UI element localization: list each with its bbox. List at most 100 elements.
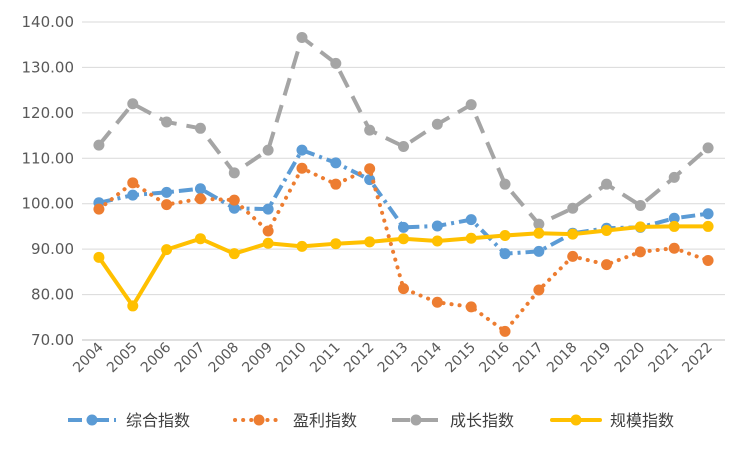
- y-axis: 70.00 80.00 90.00 100.00 110.00 120.00 130.00 1…: [22, 13, 75, 349]
- data-point: [93, 251, 105, 263]
- data-point: [194, 122, 206, 134]
- data-point: [161, 186, 173, 198]
- data-point: [364, 236, 376, 248]
- data-point: [634, 246, 646, 258]
- data-point: [465, 301, 477, 313]
- legend-marker: [253, 414, 265, 426]
- data-point: [634, 221, 646, 233]
- legend-label: 盈利指数: [293, 411, 357, 430]
- data-point: [398, 140, 409, 152]
- data-point: [262, 144, 274, 156]
- data-point: [296, 162, 308, 174]
- gridlines: [82, 21, 725, 341]
- data-point: [398, 283, 409, 295]
- x-tick-label: 2019: [578, 340, 615, 377]
- series-4: [93, 220, 714, 312]
- data-point: [127, 177, 139, 189]
- legend-entry: 盈利指数: [233, 411, 357, 430]
- data-point: [194, 233, 206, 245]
- y-tick-label: 80.00: [31, 286, 74, 304]
- legend-entry: 成长指数: [392, 411, 514, 430]
- data-point: [601, 259, 613, 271]
- y-tick-label: 120.00: [22, 104, 75, 122]
- x-tick-label: 2018: [544, 340, 581, 377]
- x-tick-label: 2011: [307, 340, 344, 377]
- data-point: [668, 171, 680, 183]
- data-point: [228, 167, 240, 179]
- legend-marker: [570, 414, 582, 426]
- data-point: [127, 300, 139, 312]
- data-point: [465, 232, 477, 244]
- legend-label: 成长指数: [450, 411, 514, 430]
- y-tick-label: 100.00: [22, 195, 75, 213]
- data-point: [93, 139, 105, 151]
- data-point: [702, 208, 714, 220]
- data-point: [499, 230, 511, 242]
- data-point: [296, 31, 308, 43]
- legend-label: 规模指数: [610, 411, 674, 430]
- data-point: [668, 242, 680, 254]
- legend-label: 综合指数: [126, 411, 190, 430]
- data-point: [262, 203, 274, 215]
- x-tick-label: 2009: [239, 340, 276, 377]
- data-point: [330, 238, 342, 250]
- x-tick-label: 2006: [138, 339, 175, 376]
- y-tick-label: 90.00: [31, 240, 74, 258]
- x-axis: 2004200520062007200820092010201120122013…: [70, 339, 725, 376]
- legend-entry: 规模指数: [550, 411, 674, 430]
- y-tick-label: 140.00: [22, 13, 75, 31]
- data-point: [702, 142, 714, 154]
- data-point: [702, 255, 714, 266]
- x-tick-label: 2004: [70, 339, 107, 376]
- x-tick-label: 2008: [206, 340, 243, 377]
- data-point: [262, 225, 274, 237]
- data-point: [93, 203, 105, 215]
- data-point: [499, 178, 511, 190]
- series-group: [93, 31, 714, 337]
- x-tick-label: 2007: [172, 340, 209, 377]
- data-point: [601, 178, 613, 190]
- legend-marker: [86, 414, 98, 426]
- legend-entry: 综合指数: [68, 411, 190, 430]
- data-point: [465, 214, 477, 226]
- legend-marker: [410, 414, 422, 426]
- data-point: [499, 325, 511, 337]
- data-point: [161, 244, 173, 256]
- x-tick-label: 2017: [510, 340, 547, 377]
- x-tick-label: 2013: [375, 340, 412, 377]
- data-point: [668, 212, 680, 224]
- data-point: [228, 194, 240, 206]
- x-tick-label: 2015: [442, 340, 479, 377]
- data-point: [296, 144, 308, 156]
- data-point: [228, 202, 240, 214]
- data-point: [398, 233, 409, 245]
- data-point: [601, 225, 613, 237]
- y-tick-label: 70.00: [31, 331, 74, 349]
- data-point: [533, 245, 545, 257]
- data-point: [465, 99, 477, 111]
- data-point: [533, 227, 545, 239]
- data-point: [194, 193, 206, 205]
- data-point: [431, 118, 443, 130]
- data-point: [161, 199, 173, 211]
- data-point: [194, 183, 206, 195]
- data-point: [330, 157, 342, 169]
- series-2: [93, 162, 714, 337]
- legend: 综合指数 盈利指数 成长指数 规模指数: [68, 411, 674, 430]
- x-tick-label: 2012: [341, 340, 378, 377]
- data-point: [296, 240, 308, 252]
- data-point: [431, 296, 443, 308]
- data-point: [127, 189, 139, 201]
- data-point: [499, 248, 511, 260]
- data-point: [431, 235, 443, 247]
- data-point: [330, 57, 342, 69]
- x-tick-label: 2005: [104, 340, 141, 377]
- data-point: [262, 237, 274, 249]
- data-point: [533, 284, 545, 296]
- data-point: [431, 220, 443, 232]
- data-point: [567, 202, 579, 214]
- data-point: [161, 116, 173, 128]
- x-tick-label: 2020: [612, 340, 649, 377]
